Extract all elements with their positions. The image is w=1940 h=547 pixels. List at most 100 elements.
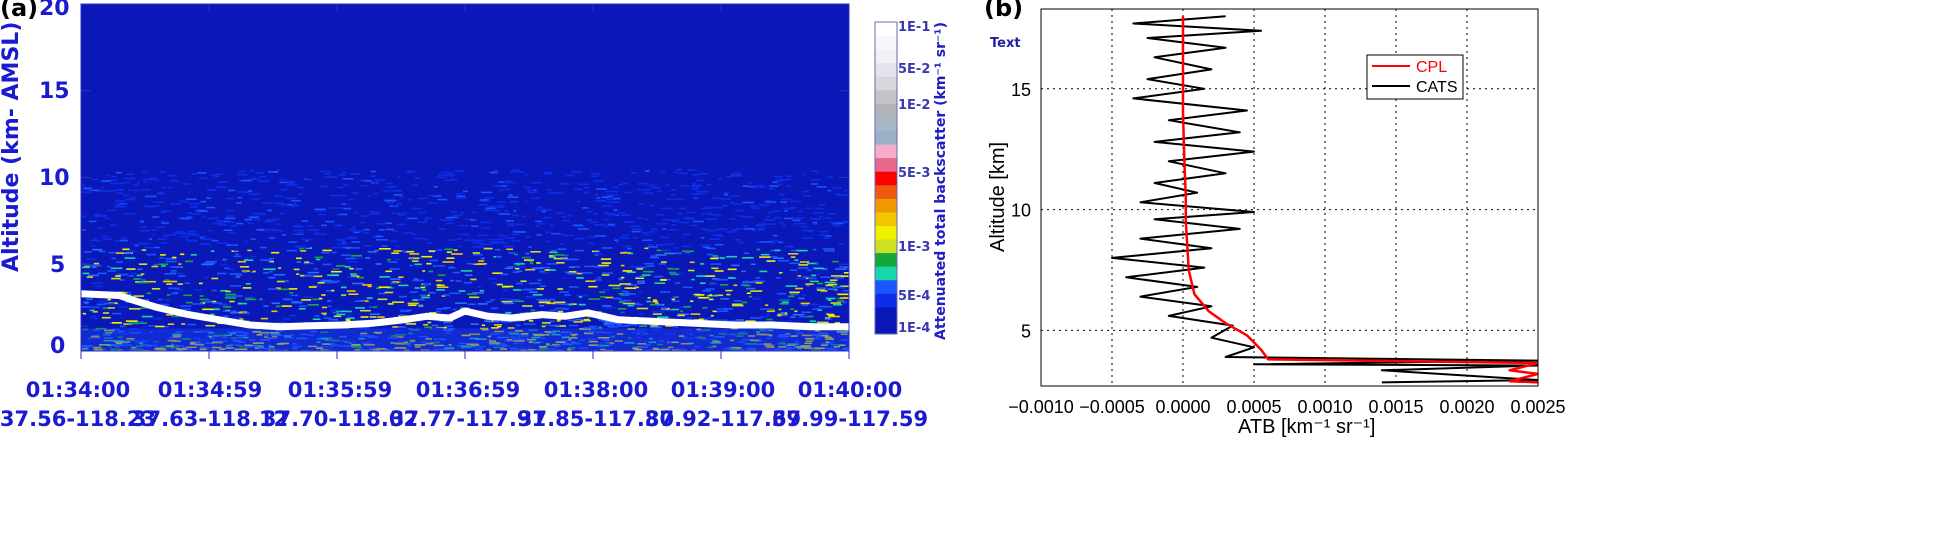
- heatmap-speckle: [720, 298, 730, 300]
- heatmap-speckle: [114, 341, 126, 343]
- heatmap-speckle: [398, 276, 404, 278]
- heatmap-speckle: [817, 282, 823, 285]
- heatmap-speckle: [726, 231, 736, 233]
- heatmap-speckle: [157, 238, 168, 240]
- heatmap-speckle: [778, 183, 783, 186]
- heatmap-speckle: [133, 184, 139, 186]
- heatmap-speckle: [778, 299, 790, 301]
- heatmap-speckle: [586, 210, 593, 213]
- heatmap-speckle: [770, 249, 776, 252]
- panel-a-y-ticks: [81, 3, 849, 352]
- heatmap-speckle: [361, 215, 370, 217]
- heatmap-speckle: [438, 228, 446, 230]
- heatmap-speckle: [497, 326, 502, 328]
- heatmap-speckle: [512, 214, 519, 217]
- heatmap-speckle: [677, 198, 685, 200]
- heatmap-speckle: [785, 285, 798, 287]
- heatmap-speckle: [171, 270, 177, 272]
- panel-a-x-ticks: [80, 4, 850, 359]
- heatmap-speckle: [111, 322, 122, 324]
- heatmap-speckle: [544, 331, 552, 333]
- heatmap-speckle: [591, 327, 603, 330]
- heatmap-speckle: [825, 235, 832, 237]
- heatmap-speckle: [123, 252, 133, 254]
- heatmap-speckle: [141, 170, 147, 173]
- heatmap-speckle: [578, 228, 589, 230]
- heatmap-speckle: [489, 343, 499, 346]
- heatmap-speckle: [173, 332, 181, 335]
- heatmap-speckle: [348, 342, 352, 344]
- heatmap-speckle: [772, 210, 781, 212]
- heatmap-speckle: [742, 257, 754, 259]
- heatmap-speckle: [608, 195, 613, 198]
- heatmap-speckle: [607, 223, 615, 226]
- heatmap-speckle: [652, 310, 665, 313]
- heatmap-speckle: [595, 235, 606, 237]
- heatmap-speckle: [606, 212, 616, 215]
- heatmap-speckle: [186, 198, 197, 200]
- heatmap-speckle: [129, 196, 136, 199]
- heatmap-speckle: [591, 250, 600, 253]
- heatmap-speckle: [276, 169, 281, 171]
- heatmap-speckle: [325, 176, 337, 178]
- heatmap-speckle: [270, 334, 282, 336]
- heatmap-speckle: [113, 189, 124, 191]
- heatmap-speckle: [276, 280, 289, 283]
- heatmap-speckle: [366, 335, 375, 337]
- heatmap-speckle: [742, 281, 754, 284]
- heatmap-speckle: [188, 230, 197, 233]
- heatmap-speckle: [189, 217, 194, 220]
- heatmap-speckle: [814, 170, 819, 173]
- heatmap-speckle: [807, 262, 819, 265]
- heatmap-speckle: [732, 304, 744, 307]
- heatmap-speckle: [141, 315, 153, 318]
- heatmap-speckle: [153, 263, 158, 266]
- heatmap-speckle: [594, 193, 599, 196]
- heatmap-speckle: [237, 191, 245, 193]
- heatmap-speckle: [793, 223, 799, 225]
- heatmap-speckle: [525, 256, 532, 259]
- heatmap-speckle: [488, 338, 492, 341]
- heatmap-speckle: [662, 207, 673, 210]
- heatmap-speckle: [446, 349, 454, 351]
- heatmap-speckle: [236, 276, 240, 278]
- heatmap-speckle: [843, 290, 849, 292]
- heatmap-speckle: [677, 313, 690, 315]
- heatmap-speckle: [511, 233, 520, 236]
- heatmap-speckle: [820, 276, 831, 278]
- heatmap-speckle: [254, 218, 261, 221]
- heatmap-speckle: [833, 346, 840, 348]
- heatmap-speckle: [107, 209, 116, 212]
- heatmap-speckle: [825, 312, 830, 315]
- heatmap-speckle: [537, 222, 546, 225]
- heatmap-speckle: [138, 242, 150, 245]
- heatmap-speckle: [408, 257, 420, 260]
- heatmap-speckle: [117, 330, 125, 333]
- heatmap-speckle: [766, 318, 773, 321]
- heatmap-speckle: [720, 284, 729, 286]
- heatmap-speckle: [109, 345, 112, 348]
- colorbar-band: [875, 184, 897, 199]
- heatmap-speckle: [401, 343, 411, 346]
- heatmap-speckle: [82, 229, 86, 231]
- heatmap-speckle: [151, 265, 159, 268]
- heatmap-speckle: [653, 299, 657, 301]
- heatmap-speckle: [425, 217, 433, 219]
- heatmap-speckle: [236, 202, 242, 204]
- heatmap-speckle: [568, 266, 575, 268]
- heatmap-speckle: [146, 292, 151, 295]
- heatmap-speckle: [82, 215, 87, 217]
- heatmap-speckle: [231, 310, 237, 313]
- heatmap-speckle: [327, 300, 332, 302]
- heatmap-speckle: [369, 316, 377, 318]
- heatmap-speckle: [708, 317, 712, 319]
- heatmap-speckle: [526, 189, 533, 192]
- heatmap-speckle: [140, 279, 147, 281]
- heatmap-speckle: [267, 337, 278, 339]
- heatmap-speckle: [128, 321, 137, 323]
- heatmap-speckle: [567, 348, 571, 351]
- heatmap-speckle: [841, 275, 849, 277]
- heatmap-speckle: [572, 334, 576, 337]
- heatmap-speckle: [423, 339, 428, 342]
- heatmap-speckle: [252, 342, 264, 344]
